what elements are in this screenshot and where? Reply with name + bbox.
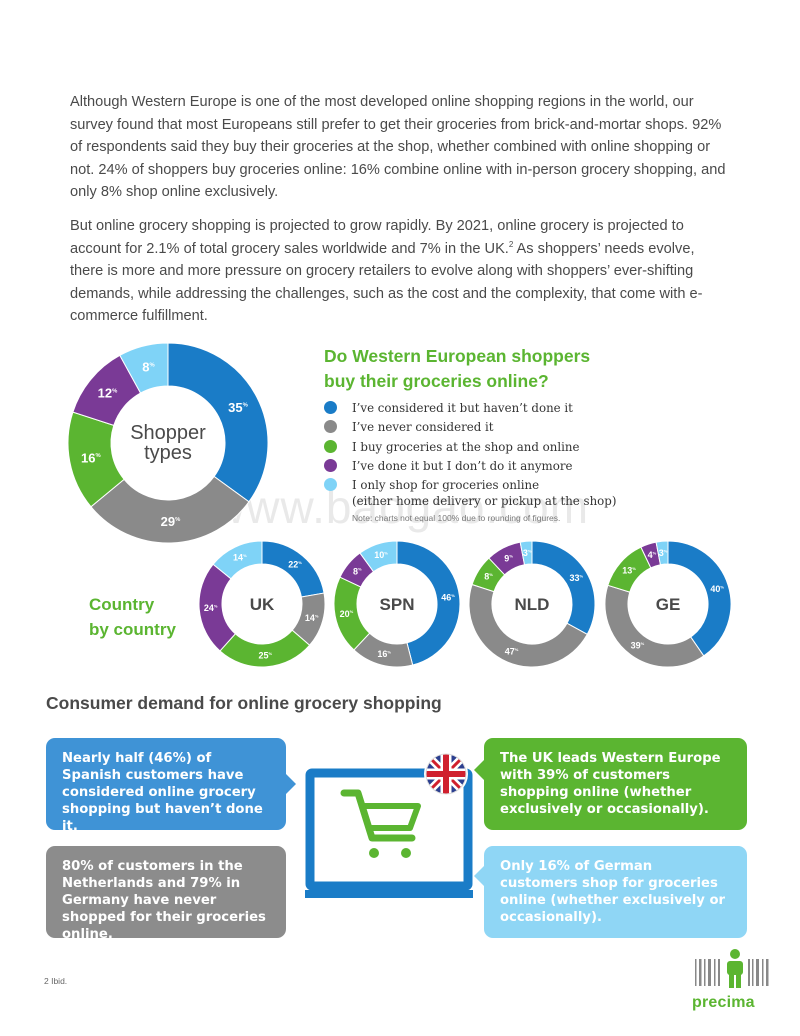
chart-center-label: GE bbox=[656, 595, 681, 614]
data-label: 33% bbox=[570, 573, 584, 583]
legend-label: I only shop for groceries online (either … bbox=[352, 478, 617, 509]
legend-label: I’ve considered it but haven’t done it bbox=[352, 401, 573, 415]
donut-ge: 40% 39% 13% 4% 3% GE bbox=[604, 540, 732, 668]
question-title-line-1: Do Western European shoppers bbox=[324, 346, 591, 366]
legend-label: I’ve never considered it bbox=[352, 420, 494, 435]
chart-legend: I’ve considered it but haven’t done it I’… bbox=[324, 400, 654, 512]
legend-swatch bbox=[324, 478, 337, 492]
data-label: 14% bbox=[305, 613, 319, 623]
intro-paragraph-1: Although Western Europe is one of the mo… bbox=[70, 94, 726, 201]
slice-spn-4 bbox=[359, 540, 398, 573]
legend-swatch bbox=[324, 401, 337, 414]
country-label-line-2: by country bbox=[89, 620, 176, 639]
legend-label: I buy groceries at the shop and online bbox=[352, 439, 580, 454]
data-label: 16% bbox=[377, 649, 391, 659]
legend-item: I’ve never considered it bbox=[324, 419, 654, 435]
slice-shopper-types-1 bbox=[90, 475, 250, 544]
question-title: Do Western European shoppers buy their g… bbox=[324, 344, 590, 394]
callout-netherlands: 80% of customers in the Netherlands and … bbox=[46, 846, 286, 942]
data-label: 10% bbox=[374, 550, 388, 560]
data-label: 3% bbox=[659, 548, 668, 558]
chart-center-label: Shopper bbox=[130, 422, 206, 444]
slice-nld-4 bbox=[519, 540, 533, 566]
intro-paragraph-2-text: But online grocery shopping is projected… bbox=[70, 218, 684, 257]
data-label: 14% bbox=[233, 553, 247, 563]
section-title: Consumer demand for online grocery shopp… bbox=[46, 693, 442, 713]
data-label: 39% bbox=[631, 641, 645, 651]
legend-swatch bbox=[324, 439, 337, 453]
data-label: 13% bbox=[622, 565, 636, 575]
chart-center-label: SPN bbox=[380, 595, 415, 614]
data-label: 40% bbox=[710, 584, 724, 594]
data-label: 9% bbox=[504, 553, 513, 563]
data-label: 47% bbox=[505, 646, 519, 656]
data-label: 24% bbox=[204, 603, 218, 613]
legend-label: I’ve done it but I don’t do it anymore bbox=[352, 458, 573, 473]
brand-logo-text: precima bbox=[692, 994, 755, 1011]
intro-paragraph-2-tail: As shoppers’ needs evolve, there is more… bbox=[70, 240, 703, 325]
legend-item: I’ve done it but I don’t do it anymore bbox=[324, 458, 654, 474]
slice-ge-0 bbox=[667, 540, 732, 657]
donut-uk: 22% 14% 25% 24% 14% UK bbox=[198, 540, 326, 668]
slice-uk-4 bbox=[212, 540, 263, 580]
shopping-cart-icon bbox=[340, 789, 421, 858]
slice-shopper-types-4 bbox=[119, 342, 169, 394]
country-by-country-label: Country by country bbox=[89, 592, 176, 642]
footnote-ref: 2 bbox=[508, 239, 514, 249]
legend-item: I buy groceries at the shop and online bbox=[324, 439, 654, 455]
chart-center-label: UK bbox=[250, 595, 275, 614]
barcode-logo bbox=[695, 949, 769, 988]
donut-spn: 46% 16% 20% 8% 10% SPN bbox=[333, 540, 461, 668]
chart-center-label: NLD bbox=[515, 595, 550, 614]
chart-center-label: types bbox=[144, 442, 192, 464]
slice-ge-4 bbox=[655, 540, 669, 566]
legend-swatch bbox=[324, 458, 337, 472]
data-label: 4% bbox=[648, 550, 657, 560]
data-label: 8% bbox=[353, 566, 362, 576]
watermark: www.baogao.com bbox=[212, 481, 590, 533]
person-icon bbox=[727, 949, 743, 988]
callout-uk: The UK leads Western Europe with 39% of … bbox=[484, 738, 747, 830]
data-label: 22% bbox=[288, 560, 302, 570]
uk-flag-icon bbox=[424, 752, 468, 796]
slice-ge-1 bbox=[604, 584, 705, 668]
country-label-line-1: Country bbox=[89, 595, 155, 614]
data-label: 46% bbox=[441, 593, 455, 603]
question-title-line-2: buy their groceries online? bbox=[324, 371, 549, 391]
slice-nld-1 bbox=[468, 583, 588, 668]
data-label: 8% bbox=[484, 572, 493, 582]
data-label: 3% bbox=[523, 548, 532, 558]
rounding-note: Note: charts not equal 100% due to round… bbox=[352, 513, 561, 523]
computer-monitor-icon bbox=[305, 768, 473, 898]
legend-item: I only shop for groceries online (either … bbox=[324, 477, 654, 509]
slice-shopper-types-0 bbox=[167, 342, 269, 503]
footnote: 2 Ibid. bbox=[44, 976, 68, 986]
intro-paragraph-2: But online grocery shopping is projected… bbox=[70, 215, 730, 328]
callout-spain: Nearly half (46%) of Spanish customers h… bbox=[46, 738, 286, 834]
slice-spn-0 bbox=[396, 540, 461, 666]
data-label: 20% bbox=[340, 609, 354, 619]
legend-item: I’ve considered it but haven’t done it bbox=[324, 400, 654, 416]
legend-swatch bbox=[324, 420, 337, 434]
data-label: 25% bbox=[258, 651, 272, 661]
donut-nld: 33% 47% 8% 9% 3% NLD bbox=[468, 540, 596, 668]
callout-pointer-arrows bbox=[286, 760, 484, 886]
callout-germany: Only 16% of German customers shop for gr… bbox=[484, 846, 747, 938]
